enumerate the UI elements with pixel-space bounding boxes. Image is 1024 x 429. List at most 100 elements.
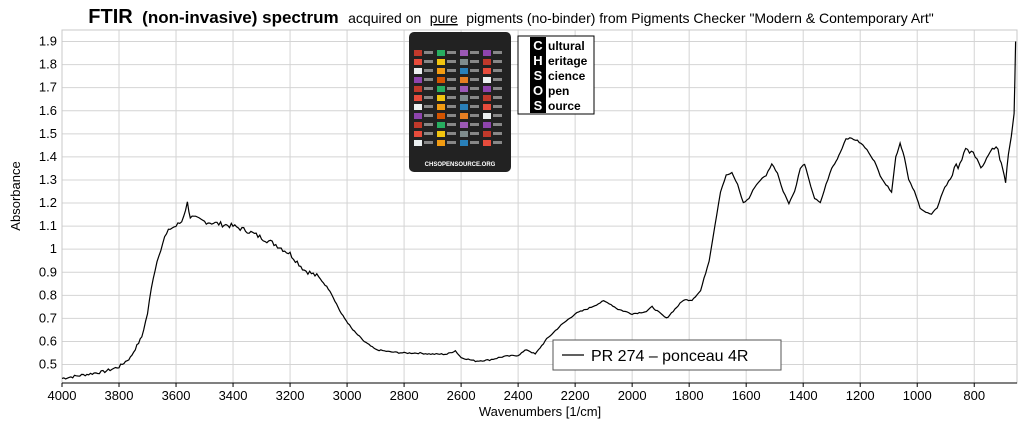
y-tick-label: 1.8 xyxy=(39,57,57,72)
y-tick-label: 1.2 xyxy=(39,195,57,210)
swatch-label-bar xyxy=(493,87,502,90)
swatch-label-bar xyxy=(447,60,456,63)
swatch-label-bar xyxy=(424,123,433,126)
chart-title: FTIR (non-invasive) spectrum acquired on… xyxy=(88,6,933,28)
x-tick-label: 1600 xyxy=(732,388,761,403)
swatch-label-bar xyxy=(447,105,456,108)
swatch-label-bar xyxy=(493,123,502,126)
swatch-label-bar xyxy=(493,132,502,135)
swatch-label-bar xyxy=(470,123,479,126)
pigment-swatch xyxy=(414,122,422,128)
swatch-label-bar xyxy=(424,51,433,54)
swatch-label-bar xyxy=(470,69,479,72)
pigment-swatch xyxy=(460,59,468,65)
logo-letter-column xyxy=(530,37,546,113)
title-underlined: pure xyxy=(430,10,458,26)
pigment-swatch xyxy=(414,104,422,110)
swatch-label-bar xyxy=(470,87,479,90)
pigment-swatch xyxy=(483,140,491,146)
x-tick-label: 1800 xyxy=(675,388,704,403)
series-layer xyxy=(61,41,1017,380)
pigment-swatch xyxy=(414,68,422,74)
swatch-label-bar xyxy=(493,60,502,63)
title-bold-1: FTIR xyxy=(88,6,133,28)
y-axis-label: Absorbance xyxy=(8,161,23,230)
swatch-label-bar xyxy=(447,132,456,135)
x-tick-label: 3000 xyxy=(333,388,362,403)
swatch-label-bar xyxy=(447,51,456,54)
logo-letter: C xyxy=(533,38,543,53)
x-tick-label: 2800 xyxy=(390,388,419,403)
swatch-label-bar xyxy=(447,87,456,90)
x-tick-label: 4000 xyxy=(48,388,77,403)
pigment-swatch xyxy=(483,131,491,137)
pigment-swatch xyxy=(437,68,445,74)
x-tick-label: 1000 xyxy=(903,388,932,403)
pigment-swatch xyxy=(437,113,445,119)
x-tick-label: 2600 xyxy=(447,388,476,403)
swatch-label-bar xyxy=(493,141,502,144)
pigment-swatch xyxy=(483,59,491,65)
y-axis-ticks: 0.5 0.6 0.7 0.8 0.9 1 1.1 1.2 1.3 1.4 1.5 1.6 1.7 1.8… xyxy=(39,34,57,372)
swatch-label-bar xyxy=(424,114,433,117)
x-tick-label: 2200 xyxy=(561,388,590,403)
y-tick-label: 0.5 xyxy=(39,357,57,372)
pigment-swatch xyxy=(414,59,422,65)
pigment-swatch xyxy=(483,68,491,74)
pigment-swatch xyxy=(460,68,468,74)
x-tick-label: 3600 xyxy=(162,388,191,403)
y-tick-label: 1.5 xyxy=(39,126,57,141)
y-tick-label: 1 xyxy=(50,241,57,256)
pigment-swatch xyxy=(437,104,445,110)
swatch-label-bar xyxy=(424,141,433,144)
y-tick-label: 1.7 xyxy=(39,80,57,95)
swatch-label-bar xyxy=(470,78,479,81)
y-tick-label: 1.6 xyxy=(39,103,57,118)
y-tick-label: 1.9 xyxy=(39,34,57,49)
pigment-swatch xyxy=(460,77,468,83)
pigment-swatch xyxy=(437,95,445,101)
logo-letter: S xyxy=(534,98,543,113)
logo-word: cience xyxy=(548,69,586,83)
swatch-label-bar xyxy=(424,96,433,99)
pigment-swatch xyxy=(483,122,491,128)
pigment-swatch xyxy=(460,95,468,101)
swatch-label-bar xyxy=(470,51,479,54)
pigment-swatch xyxy=(414,50,422,56)
swatch-label-bar xyxy=(493,51,502,54)
pigment-swatch xyxy=(414,95,422,101)
legend-box xyxy=(552,339,782,371)
pigment-swatch xyxy=(460,131,468,137)
x-axis-ticks: 4000 3800 3600 3400 3200 3000 2800 2600 2400 2200… xyxy=(48,383,985,403)
y-tick-label: 1.4 xyxy=(39,149,57,164)
logo-word: pen xyxy=(548,84,569,98)
swatch-label-bar xyxy=(447,141,456,144)
y-tick-label: 0.6 xyxy=(39,333,57,348)
swatch-label-bar xyxy=(470,141,479,144)
pigment-swatch xyxy=(437,50,445,56)
swatch-label-bar xyxy=(493,105,502,108)
swatch-label-bar xyxy=(493,78,502,81)
y-tick-label: 1.3 xyxy=(39,172,57,187)
x-tick-label: 3800 xyxy=(105,388,134,403)
logo-word: ource xyxy=(548,99,581,113)
title-rest-1: acquired on xyxy=(348,10,421,26)
swatch-label-bar xyxy=(447,69,456,72)
pigment-swatch xyxy=(414,86,422,92)
swatch-label-bar xyxy=(447,114,456,117)
pigment-swatch xyxy=(414,77,422,83)
pigment-swatch xyxy=(460,86,468,92)
logo-letter: S xyxy=(534,68,543,83)
pigment-swatch xyxy=(437,122,445,128)
x-tick-label: 1400 xyxy=(789,388,818,403)
swatch-label-bar xyxy=(424,78,433,81)
swatch-label-bar xyxy=(447,78,456,81)
swatch-label-bar xyxy=(470,96,479,99)
title-bold-2: (non-invasive) spectrum xyxy=(142,8,339,27)
pigment-swatch xyxy=(437,59,445,65)
swatch-label-bar xyxy=(424,60,433,63)
logo-letter: H xyxy=(533,53,542,68)
